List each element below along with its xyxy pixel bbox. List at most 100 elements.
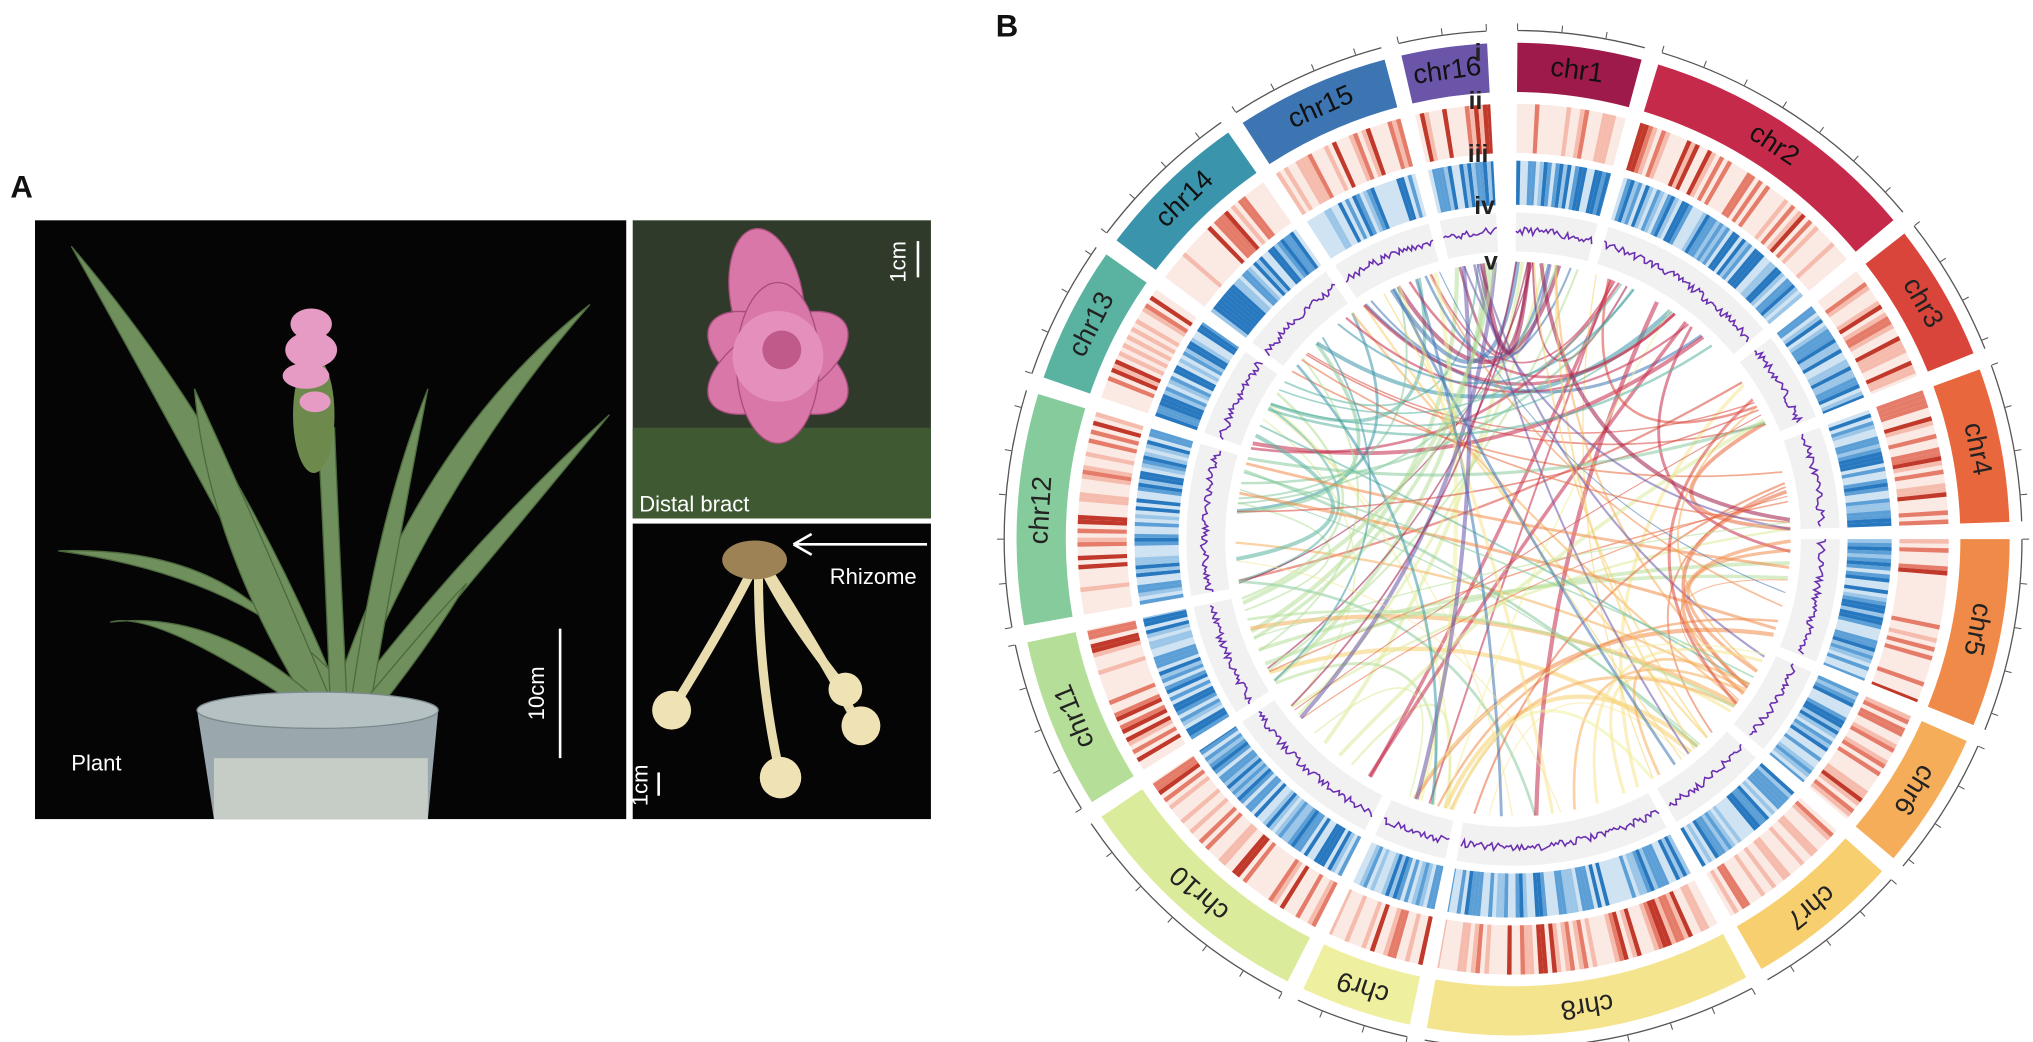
density-cell <box>1789 724 1829 752</box>
density-cell <box>1630 184 1650 228</box>
density-cell <box>1337 835 1362 877</box>
heatmap-cell <box>1369 903 1390 952</box>
axis-tick <box>1627 1035 1630 1042</box>
density-cell <box>1262 789 1295 826</box>
density-cell <box>1712 805 1742 843</box>
density-cell <box>1797 712 1837 739</box>
density-cell <box>1749 773 1784 807</box>
density-cell <box>1472 871 1481 916</box>
density-cell <box>1554 163 1564 208</box>
heatmap-cell <box>1404 913 1421 963</box>
heatmap-cell <box>1654 897 1677 945</box>
heatmap-cell <box>1482 104 1491 154</box>
heatmap-cell <box>1680 885 1706 932</box>
line-track-bg <box>1193 598 1269 713</box>
heatmap-cell <box>1112 363 1160 387</box>
density-cell <box>1815 376 1857 399</box>
heatmap-cell <box>1844 316 1890 345</box>
density-cell <box>1148 630 1193 646</box>
density-cell <box>1248 778 1282 813</box>
density-cell <box>1625 852 1644 896</box>
synteny-link <box>1259 424 1750 686</box>
heatmap-cell <box>1731 179 1763 223</box>
heatmap-cell <box>1898 567 1948 576</box>
density-cell <box>1567 868 1579 913</box>
density-cell <box>1747 269 1782 304</box>
heatmap-cell <box>1382 907 1402 957</box>
density-cell <box>1220 295 1257 327</box>
heatmap-cell <box>1113 693 1161 718</box>
density-cell <box>1411 861 1427 905</box>
heatmap-cell <box>1669 890 1694 938</box>
heatmap-cell <box>1884 420 1934 438</box>
heatmap-cell <box>1649 131 1671 180</box>
density-cell <box>1229 760 1265 793</box>
density-cell <box>1495 873 1502 918</box>
axis-tick <box>1004 449 1012 452</box>
heatmap-cell <box>1645 129 1667 178</box>
density-cell <box>1669 204 1694 246</box>
heatmap-cell <box>1600 115 1617 164</box>
density-cell <box>1141 463 1186 476</box>
density-cell <box>1617 179 1636 223</box>
synteny-link <box>1533 262 1708 738</box>
density-cell <box>1199 324 1238 353</box>
heatmap-cell <box>1235 836 1270 878</box>
density-cell <box>1161 663 1204 684</box>
heatmap-cell <box>1859 707 1906 733</box>
synteny-link <box>1572 668 1746 810</box>
density-cell <box>1142 608 1187 620</box>
density-cell <box>1186 344 1227 370</box>
density-cell <box>1834 629 1878 645</box>
heatmap-cell <box>1157 762 1201 796</box>
density-cell <box>1762 286 1798 319</box>
heatmap-cell <box>1299 157 1327 203</box>
heatmap-cell <box>1724 174 1756 219</box>
axis-tick <box>1991 712 1999 717</box>
density-cell <box>1799 709 1839 736</box>
heatmap-cell <box>1638 902 1660 951</box>
heatmap-cell <box>1213 219 1251 259</box>
density-cell <box>1653 195 1676 238</box>
axis-tick <box>2014 627 2022 630</box>
heatmap-cell <box>1223 210 1260 251</box>
density-cell <box>1812 684 1854 708</box>
line-track <box>1384 817 1450 844</box>
heatmap-cell <box>1856 340 1903 367</box>
density-cell <box>1561 164 1572 209</box>
density-cell <box>1657 839 1681 881</box>
heatmap-cell <box>1891 451 1941 466</box>
density-cell <box>1847 518 1892 524</box>
heatmap-cell <box>1091 636 1141 654</box>
heatmap-cell <box>1572 108 1585 159</box>
density-cell <box>1641 846 1663 889</box>
density-cell <box>1237 768 1272 802</box>
density-cell <box>1134 533 1179 538</box>
density-cell <box>1145 443 1190 459</box>
chromosome-band <box>1101 789 1311 982</box>
heatmap-cell <box>1795 242 1835 279</box>
density-cell <box>1283 236 1313 274</box>
axis-tick <box>1405 1037 1408 1042</box>
heatmap-cell <box>1576 919 1589 969</box>
heatmap-cell <box>1437 919 1448 969</box>
heatmap-cell <box>1780 815 1818 854</box>
density-cell <box>1634 186 1654 229</box>
density-cell <box>1163 390 1206 411</box>
synteny-link <box>1301 358 1791 524</box>
density-cell <box>1463 163 1473 208</box>
heatmap-cell <box>1854 336 1901 363</box>
synteny-link <box>1238 381 1743 582</box>
axis-tick <box>1782 101 1787 108</box>
density-cell <box>1807 359 1848 384</box>
density-cell <box>1812 369 1854 393</box>
chromosome-band <box>1401 43 1490 104</box>
heatmap-cell <box>1361 129 1383 178</box>
heatmap-cell <box>1857 710 1904 737</box>
axis-tick <box>1239 970 1244 977</box>
heatmap-cell <box>1469 105 1479 155</box>
density-cell <box>1139 474 1184 486</box>
axis-tick <box>1935 823 1942 829</box>
heatmap-cell <box>1142 307 1187 337</box>
density-cell <box>1359 844 1381 887</box>
